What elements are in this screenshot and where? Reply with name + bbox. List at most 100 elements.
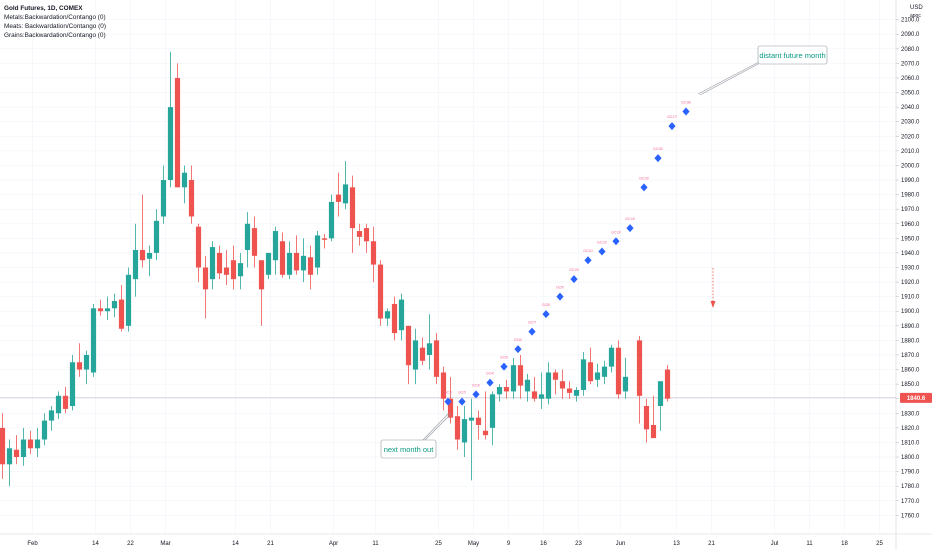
callout-next-month[interactable]: next month out (380, 412, 452, 459)
future-contract-diamond (472, 390, 480, 399)
candle (636, 336, 643, 424)
candle (496, 384, 503, 402)
future-contract-diamond (584, 256, 592, 265)
callout-next-text: next month out (384, 445, 435, 454)
time-tick-label: 13 (673, 541, 680, 547)
price-tick-label: 1820.0 (901, 426, 920, 432)
future-contract-label: GC7! (528, 321, 536, 325)
candle-body (468, 417, 475, 421)
candle (181, 165, 188, 204)
candle (146, 245, 153, 277)
future-contract-label: GC17! (667, 115, 677, 119)
time-axis[interactable]: Feb 14 22 Mar 14 21 Apr 11 25 May 9 16 23 Jun 13 21 Jul 1… (27, 541, 883, 547)
future-contract-diamond (486, 378, 494, 387)
candle-body (97, 308, 104, 312)
candle-body (160, 180, 167, 217)
candle (566, 381, 573, 399)
candle (433, 333, 440, 385)
candle-body (335, 194, 342, 202)
candle-body (552, 372, 559, 380)
candle-body (132, 250, 139, 280)
time-tick-label: 9 (507, 541, 511, 547)
candle (251, 216, 258, 268)
candle-body (104, 308, 111, 312)
legend-title[interactable]: Gold Futures, 1D, COMEX (4, 5, 83, 12)
candle-body (328, 201, 335, 239)
candle-body (608, 347, 615, 367)
candle (258, 260, 265, 326)
candle-body (195, 226, 202, 268)
price-tick-label: 2070.0 (901, 61, 920, 67)
future-arrow (710, 268, 716, 308)
price-tick-label: 1800.0 (901, 455, 920, 461)
candle-body (580, 359, 587, 390)
price-tick-label: 1960.0 (901, 222, 920, 228)
candle-body (412, 340, 419, 370)
legend-line-meats[interactable]: Meats: Backwardation/Contango (0) (4, 23, 106, 30)
future-contract-diamond (458, 397, 466, 406)
candle-body (125, 274, 132, 326)
candle-body (622, 376, 629, 392)
price-tick-label: 1920.0 (901, 280, 920, 286)
legend-line-grains[interactable]: Grains:Backwardation/Contango (0) (4, 32, 106, 39)
candle-body (6, 448, 13, 465)
candle (384, 308, 391, 326)
candle-body (265, 252, 272, 275)
future-contract-diamond (556, 292, 564, 301)
price-axis[interactable]: 1760.0 1770.0 1780.0 1790.0 1800.0 1810.0 1820… (896, 18, 920, 520)
candle-body (0, 427, 6, 465)
time-tick-label: 16 (540, 541, 547, 547)
candle-body (321, 238, 328, 240)
price-tick-label: 1790.0 (901, 470, 920, 476)
candle (111, 293, 118, 318)
candle-body (223, 267, 230, 275)
candle-body (62, 395, 69, 409)
price-tick-label: 1930.0 (901, 266, 920, 272)
candle (405, 325, 412, 385)
candle (209, 241, 216, 290)
future-contract-label: GC2! (458, 391, 466, 395)
future-contract: GC2! (458, 391, 466, 406)
price-tick-label: 2000.0 (901, 163, 920, 169)
candle-body (489, 394, 496, 428)
time-tick-label: 11 (372, 541, 379, 547)
future-contracts-layer: GC1! GC2! GC3! GC4! GC5! GC6! GC7! GC8! GC9! GC10… (444, 101, 691, 406)
candle-body (384, 311, 391, 319)
future-contract-label: GC4! (486, 372, 494, 376)
candle-body (244, 223, 251, 251)
price-tick-label: 2010.0 (901, 149, 920, 155)
candle (615, 340, 622, 399)
callout-next-leader-2 (421, 413, 452, 444)
candle (0, 413, 6, 479)
candle-body (398, 299, 405, 331)
current-price-tag-bg (900, 392, 932, 403)
candle (160, 165, 167, 224)
candle-body (202, 267, 209, 290)
candle-body (538, 394, 545, 399)
candle-body (377, 264, 384, 319)
candle (223, 250, 230, 285)
time-tick-label: 23 (575, 541, 582, 547)
candle (510, 357, 517, 399)
callout-distant-box (757, 45, 828, 65)
callout-distant-month[interactable]: distant future month (697, 45, 828, 96)
current-price-tag-text: 1840.6 (907, 396, 926, 402)
price-tick-label: 1870.0 (901, 353, 920, 359)
future-contract-diamond (542, 310, 550, 319)
candle (580, 352, 587, 396)
candle (20, 427, 27, 466)
price-tick-label: 1780.0 (901, 484, 920, 490)
candle (153, 209, 160, 261)
future-contract-label: GC12! (597, 240, 607, 244)
legend-line-metals[interactable]: Metals:Backwardation/Contango (0) (4, 14, 106, 21)
future-contract: GC14! (625, 217, 635, 233)
candle (139, 194, 146, 268)
grid-layer (0, 0, 896, 534)
future-contract-diamond (514, 345, 522, 354)
price-tick-label: 2090.0 (901, 32, 920, 38)
price-tick-label: 2060.0 (901, 76, 920, 82)
candle-body (300, 255, 307, 271)
candle-body (181, 172, 188, 188)
